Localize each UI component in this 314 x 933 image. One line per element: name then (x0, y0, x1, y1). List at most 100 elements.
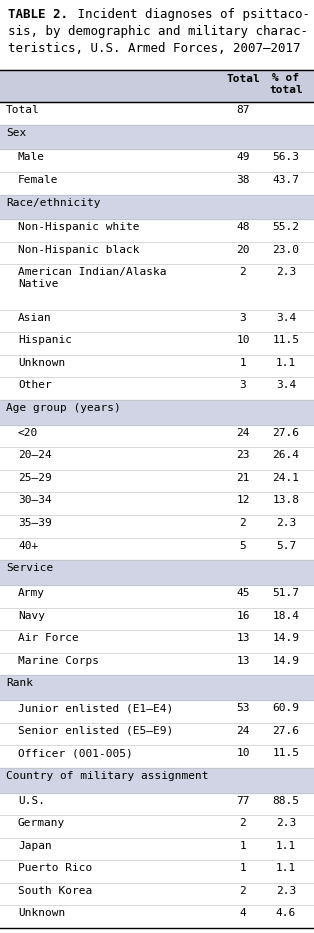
Text: Non-Hispanic white: Non-Hispanic white (18, 222, 139, 232)
Text: 11.5: 11.5 (273, 748, 300, 759)
Text: 4: 4 (240, 909, 246, 918)
Text: 1.1: 1.1 (276, 357, 296, 368)
Text: Japan: Japan (18, 841, 52, 851)
Text: 20: 20 (236, 245, 250, 255)
Text: 24.1: 24.1 (273, 473, 300, 483)
Text: U.S.: U.S. (18, 796, 45, 805)
Text: teristics, U.S. Armed Forces, 2007–2017: teristics, U.S. Armed Forces, 2007–2017 (8, 42, 300, 55)
Text: Race/ethnicity: Race/ethnicity (6, 198, 100, 207)
Text: 16: 16 (236, 610, 250, 620)
Text: 77: 77 (236, 796, 250, 805)
Text: Female: Female (18, 175, 58, 185)
Text: 14.9: 14.9 (273, 656, 300, 665)
Text: 11.5: 11.5 (273, 335, 300, 345)
Text: 2: 2 (240, 268, 246, 277)
Text: 3: 3 (240, 313, 246, 323)
Text: 3: 3 (240, 381, 246, 390)
Bar (0, 675, 314, 700)
Text: Marine Corps: Marine Corps (18, 656, 99, 665)
Text: Sex: Sex (6, 128, 26, 137)
Text: Country of military assignment: Country of military assignment (6, 771, 208, 781)
Bar (0, 194, 314, 219)
Text: 4.6: 4.6 (276, 909, 296, 918)
Text: 49: 49 (236, 152, 250, 162)
Text: 3.4: 3.4 (276, 381, 296, 390)
Text: 1.1: 1.1 (276, 841, 296, 851)
Text: 2.3: 2.3 (276, 818, 296, 829)
Text: 3.4: 3.4 (276, 313, 296, 323)
Text: Senior enlisted (E5–E9): Senior enlisted (E5–E9) (18, 726, 173, 735)
Text: Germany: Germany (18, 818, 65, 829)
Text: Army: Army (18, 588, 45, 598)
Text: 1: 1 (240, 863, 246, 873)
Text: TABLE 2.: TABLE 2. (8, 8, 68, 21)
Text: Total: Total (6, 105, 40, 115)
Text: 2.3: 2.3 (276, 518, 296, 528)
Text: sis, by demographic and military charac-: sis, by demographic and military charac- (8, 25, 308, 38)
Text: <20: <20 (18, 427, 38, 438)
Text: 48: 48 (236, 222, 250, 232)
Text: Other: Other (18, 381, 52, 390)
Text: Asian: Asian (18, 313, 52, 323)
Bar (0, 400, 314, 425)
Text: Unknown: Unknown (18, 357, 65, 368)
Text: 2: 2 (240, 818, 246, 829)
Bar (0, 768, 314, 793)
Text: 25–29: 25–29 (18, 473, 52, 483)
Bar (0, 70, 314, 102)
Text: Puerto Rico: Puerto Rico (18, 863, 92, 873)
Text: 23: 23 (236, 451, 250, 460)
Text: Non-Hispanic black: Non-Hispanic black (18, 245, 139, 255)
Text: 38: 38 (236, 175, 250, 185)
Text: 1.1: 1.1 (276, 863, 296, 873)
Text: 23.0: 23.0 (273, 245, 300, 255)
Text: Service: Service (6, 564, 53, 573)
Text: Navy: Navy (18, 610, 45, 620)
Text: 24: 24 (236, 427, 250, 438)
Text: % of
total: % of total (269, 73, 303, 95)
Text: 1: 1 (240, 841, 246, 851)
Text: Incident diagnoses of psittaco-: Incident diagnoses of psittaco- (70, 8, 310, 21)
Text: 43.7: 43.7 (273, 175, 300, 185)
Text: 12: 12 (236, 495, 250, 506)
Text: Male: Male (18, 152, 45, 162)
Text: Air Force: Air Force (18, 634, 79, 643)
Text: 2: 2 (240, 885, 246, 896)
Text: Rank: Rank (6, 678, 33, 689)
Text: 20–24: 20–24 (18, 451, 52, 460)
Text: 53: 53 (236, 703, 250, 713)
Text: 40+: 40+ (18, 540, 38, 550)
Text: 21: 21 (236, 473, 250, 483)
Text: 5.7: 5.7 (276, 540, 296, 550)
Text: 18.4: 18.4 (273, 610, 300, 620)
Text: 1: 1 (240, 357, 246, 368)
Text: 35–39: 35–39 (18, 518, 52, 528)
Text: South Korea: South Korea (18, 885, 92, 896)
Text: 26.4: 26.4 (273, 451, 300, 460)
Text: 2.3: 2.3 (276, 268, 296, 277)
Text: 24: 24 (236, 726, 250, 735)
Text: 13: 13 (236, 634, 250, 643)
Text: 13.8: 13.8 (273, 495, 300, 506)
Text: 5: 5 (240, 540, 246, 550)
Text: 13: 13 (236, 656, 250, 665)
Text: 14.9: 14.9 (273, 634, 300, 643)
Text: 87: 87 (236, 105, 250, 115)
Text: 45: 45 (236, 588, 250, 598)
Text: American Indian/Alaska
Native: American Indian/Alaska Native (18, 268, 166, 289)
Text: Total: Total (226, 74, 260, 84)
Text: 2: 2 (240, 518, 246, 528)
Text: 60.9: 60.9 (273, 703, 300, 713)
Text: Officer (001-005): Officer (001-005) (18, 748, 133, 759)
Text: 27.6: 27.6 (273, 726, 300, 735)
Text: 55.2: 55.2 (273, 222, 300, 232)
Text: 88.5: 88.5 (273, 796, 300, 805)
Bar (0, 125, 314, 149)
Text: 51.7: 51.7 (273, 588, 300, 598)
Bar (0, 560, 314, 585)
Text: Junior enlisted (E1–E4): Junior enlisted (E1–E4) (18, 703, 173, 713)
Text: 27.6: 27.6 (273, 427, 300, 438)
Text: 56.3: 56.3 (273, 152, 300, 162)
Text: 10: 10 (236, 335, 250, 345)
Text: Age group (years): Age group (years) (6, 403, 121, 413)
